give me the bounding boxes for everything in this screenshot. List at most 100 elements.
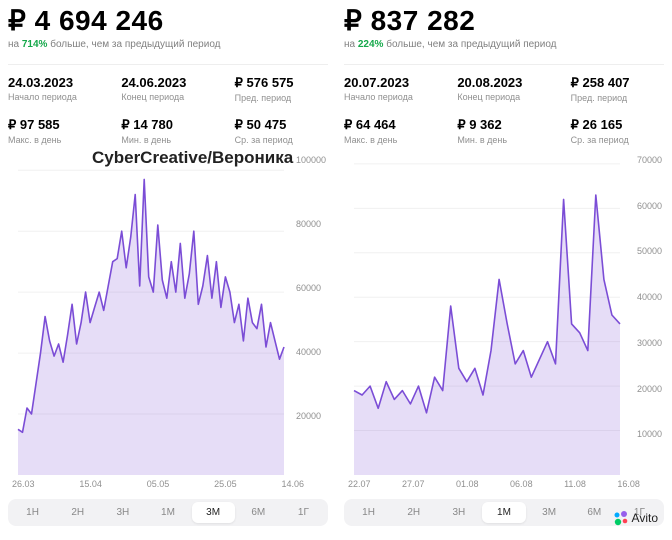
avito-logo: Avito <box>613 510 658 526</box>
stat-label: Пред. период <box>571 93 664 103</box>
period-selector: 1Н2Н3Н1М3М6М1Г <box>8 499 328 526</box>
stat-prev-period: ₽ 576 575 Пред. период <box>235 75 328 103</box>
period-button-1Н[interactable]: 1Н <box>347 502 390 523</box>
chart-area: 70000 60000 50000 40000 30000 20000 10000 22.0… <box>344 155 664 493</box>
change-suffix: больше, чем за предыдущий период <box>383 39 556 50</box>
stat-value: ₽ 258 407 <box>571 75 664 91</box>
chart-svg-holder: 70000 60000 50000 40000 30000 20000 10000 <box>344 155 664 475</box>
chart-svg-holder: 100000 80000 60000 40000 20000 <box>8 155 328 475</box>
stat-period-start: 20.07.2023 Начало периода <box>344 75 437 103</box>
stats-row-2: ₽ 97 585 Макс. в день ₽ 14 780 Мин. в день… <box>8 113 328 151</box>
stats-row-2: ₽ 64 464Макс. в день ₽ 9 362Мин. в день … <box>344 113 664 151</box>
y-tick-label: 30000 <box>637 338 662 348</box>
x-tick-label: 22.07 <box>348 479 371 489</box>
x-tick-label: 06.08 <box>510 479 533 489</box>
x-axis-labels: 26.0315.0405.0525.0514.06 <box>8 475 328 493</box>
y-tick-label: 10000 <box>637 429 662 439</box>
x-tick-label: 27.07 <box>402 479 425 489</box>
x-axis-labels: 22.07 27.07 01.08 06.08 11.08 16.08 <box>344 475 664 493</box>
stat-max-day: ₽ 64 464 Макс. в день <box>344 117 437 145</box>
panels-container: ₽ 4 694 246 на 714% больше, чем за преды… <box>0 0 672 530</box>
stat-label: Ср. за период <box>235 135 328 145</box>
stat-value: ₽ 26 165 <box>571 117 664 133</box>
percent-prefix: на <box>8 39 22 50</box>
avito-logo-icon <box>613 510 629 526</box>
x-tick-label: 05.05 <box>147 479 170 489</box>
stat-label: Конец периода <box>121 92 214 102</box>
stat-value: 24.06.2023 <box>121 75 214 90</box>
stat-value: 20.07.2023 <box>344 75 437 90</box>
stat-avg-period: ₽ 26 165 Ср. за период <box>571 117 664 145</box>
stat-label: Мин. в день <box>121 135 214 145</box>
y-tick-label: 80000 <box>296 219 326 229</box>
period-button-3Н[interactable]: 3Н <box>437 502 480 523</box>
stat-min-day: ₽ 14 780 Мин. в день <box>121 117 214 145</box>
y-axis-ticks: 100000 80000 60000 40000 20000 <box>296 155 326 475</box>
period-button-3Н[interactable]: 3Н <box>101 502 144 523</box>
stats-row-1: 24.03.2023 Начало периода 24.06.2023 Конец… <box>8 64 328 109</box>
stat-avg-period: ₽ 50 475 Ср. за период <box>235 117 328 145</box>
stat-value: 20.08.2023 <box>457 75 550 90</box>
period-button-3М[interactable]: 3М <box>528 502 571 523</box>
y-tick-label: 40000 <box>637 292 662 302</box>
stat-label: Макс. в день <box>8 135 101 145</box>
x-tick-label: 25.05 <box>214 479 237 489</box>
stat-value: 24.03.2023 <box>8 75 101 90</box>
stat-period-end: 24.06.2023 Конец периода <box>121 75 214 103</box>
stat-prev-period: ₽ 258 407 Пред. период <box>571 75 664 103</box>
area-chart-right <box>344 155 664 475</box>
panel-left: ₽ 4 694 246 на 714% больше, чем за преды… <box>0 0 336 530</box>
y-tick-label: 50000 <box>637 246 662 256</box>
stat-label: Начало периода <box>8 92 101 102</box>
period-button-1М[interactable]: 1М <box>482 502 525 523</box>
stat-label: Пред. период <box>235 93 328 103</box>
stats-row-1: 20.07.2023 Начало периода 20.08.2023 Конец… <box>344 64 664 109</box>
period-button-2Н[interactable]: 2Н <box>56 502 99 523</box>
period-button-2Н[interactable]: 2Н <box>392 502 435 523</box>
stat-label: Макс. в день <box>344 135 437 145</box>
stat-value: ₽ 9 362 <box>457 117 550 133</box>
stat-min-day: ₽ 9 362 Мин. в день <box>457 117 550 145</box>
stat-period-end: 20.08.2023 Конец периода <box>457 75 550 103</box>
total-amount: ₽ 837 282 <box>344 4 664 37</box>
stat-value: ₽ 64 464 <box>344 117 437 133</box>
period-button-1Г[interactable]: 1Г <box>282 502 325 523</box>
stat-label: Конец периода <box>457 92 550 102</box>
stat-label: Ср. за период <box>571 135 664 145</box>
stat-max-day: ₽ 97 585 Макс. в день <box>8 117 101 145</box>
percent-prefix: на <box>344 39 358 50</box>
y-axis-ticks: 70000 60000 50000 40000 30000 20000 10000 <box>637 155 662 475</box>
x-tick-label: 16.08 <box>617 479 640 489</box>
chart-area: 10000080000600004000020000 26.0315.0405.… <box>8 155 328 493</box>
avito-logo-text: Avito <box>632 511 658 525</box>
period-button-6М[interactable]: 6М <box>237 502 280 523</box>
x-tick-label: 01.08 <box>456 479 479 489</box>
panel-right: ₽ 837 282 на 224% больше, чем за предыду… <box>336 0 672 530</box>
total-amount: ₽ 4 694 246 <box>8 4 328 37</box>
stat-value: ₽ 576 575 <box>235 75 328 91</box>
period-button-1Н[interactable]: 1Н <box>11 502 54 523</box>
period-button-1М[interactable]: 1М <box>146 502 189 523</box>
y-tick-label: 20000 <box>296 411 326 421</box>
x-tick-label: 11.08 <box>564 479 586 489</box>
period-button-3М[interactable]: 3М <box>192 502 235 523</box>
y-tick-label: 100000 <box>296 155 326 165</box>
stat-value: ₽ 50 475 <box>235 117 328 133</box>
change-line: на 714% больше, чем за предыдущий период <box>8 39 328 50</box>
stat-label: Мин. в день <box>457 135 550 145</box>
y-tick-label: 40000 <box>296 347 326 357</box>
stat-value: ₽ 97 585 <box>8 117 101 133</box>
y-tick-label: 70000 <box>637 155 662 165</box>
y-tick-label: 60000 <box>637 201 662 211</box>
percent-value: 714% <box>22 39 48 50</box>
x-tick-label: 26.03 <box>12 479 35 489</box>
period-button-6М[interactable]: 6М <box>573 502 616 523</box>
stat-period-start: 24.03.2023 Начало периода <box>8 75 101 103</box>
y-tick-label: 20000 <box>637 384 662 394</box>
y-tick-label: 60000 <box>296 283 326 293</box>
percent-value: 224% <box>358 39 384 50</box>
stat-label: Начало периода <box>344 92 437 102</box>
stat-value: ₽ 14 780 <box>121 117 214 133</box>
area-chart-left <box>8 155 328 475</box>
x-tick-label: 14.06 <box>281 479 304 489</box>
